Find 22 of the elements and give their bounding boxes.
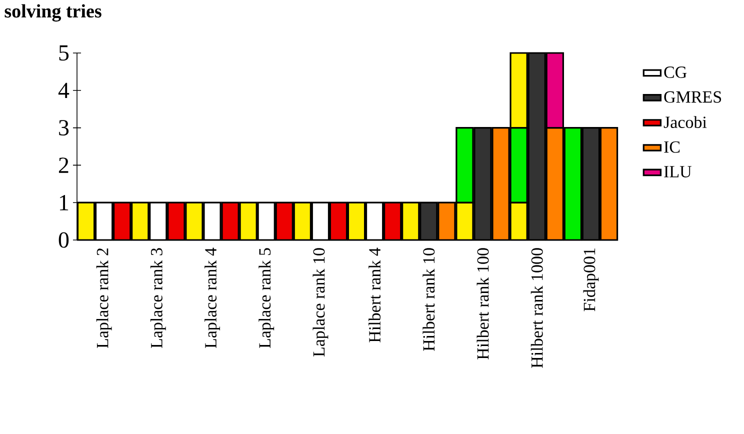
x-tick-label: Hilbert rank 4 [368, 248, 381, 342]
x-tick-label: Laplace rank 5 [258, 248, 274, 348]
y-tick-label: 0 [58, 232, 69, 248]
x-tick-label: Laplace rank 2 [96, 248, 112, 348]
legend-label: GMRES [664, 91, 722, 103]
y-tick-label: 4 [58, 82, 70, 98]
x-tick-label: Fidap001 [583, 248, 599, 312]
y-tick-label: 1 [60, 195, 68, 210]
legend-label: Jacobi [664, 116, 707, 128]
x-tick-label: Hilbert rank 10 [422, 248, 435, 351]
x-tick-label: Laplace rank 10 [312, 248, 328, 357]
x-tick-label: Laplace rank 3 [150, 248, 166, 348]
x-tick-label: Laplace rank 4 [204, 248, 220, 348]
x-tick-label: Hilbert rank 1000 [530, 248, 543, 368]
y-tick-label: 5 [59, 45, 69, 61]
y-tick-label: 3 [59, 120, 69, 136]
y-tick-label: 2 [58, 158, 68, 173]
legend-label: CG [664, 66, 687, 78]
legend-label: IC [664, 141, 680, 153]
chart-title: solving tries [4, 4, 102, 22]
x-tick-label: Hilbert rank 100 [476, 248, 489, 360]
legend-label: ILU [664, 166, 692, 178]
